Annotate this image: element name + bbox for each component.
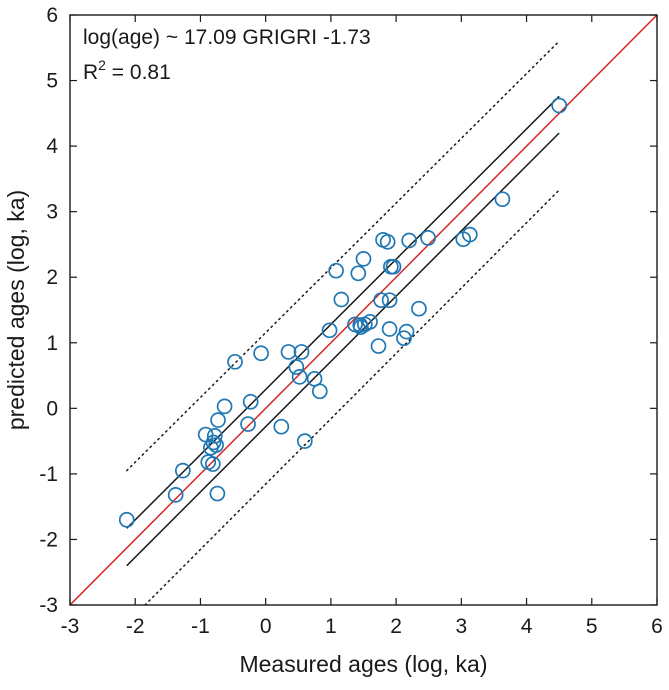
y-tick-label: -3 — [39, 594, 58, 617]
data-point — [205, 434, 222, 451]
r-squared-label: R2 = 0.81 — [83, 57, 171, 84]
regression-equation: log(age) ~ 17.09 GRIGRI -1.73 — [83, 26, 371, 49]
data-point — [401, 232, 418, 249]
data-point — [362, 313, 378, 330]
data-point — [385, 258, 402, 275]
r-squared-prefix: R — [83, 61, 98, 84]
data-point — [167, 487, 184, 503]
data-point — [216, 398, 233, 415]
y-axis-label: predicted ages (log, ka) — [3, 190, 29, 430]
data-point — [253, 345, 269, 362]
data-point — [420, 230, 436, 246]
data-point — [227, 353, 243, 370]
data-point — [461, 226, 478, 243]
identity-line — [70, 15, 657, 605]
r-squared-value: = 0.81 — [106, 61, 171, 84]
data-point — [311, 383, 328, 400]
data-point — [333, 291, 350, 308]
data-point — [353, 319, 369, 335]
y-tick-label: 2 — [46, 266, 58, 289]
x-tick-label: 0 — [260, 615, 272, 638]
data-point — [494, 191, 511, 208]
data-point — [204, 456, 221, 472]
x-tick-label: 5 — [586, 615, 598, 638]
data-point — [551, 97, 568, 114]
y-tick-label: 0 — [46, 397, 58, 420]
x-axis-label: Measured ages (log, ka) — [239, 651, 487, 677]
data-point — [273, 418, 290, 435]
data-point — [210, 412, 226, 428]
data-point — [411, 300, 427, 317]
data-point — [208, 437, 224, 453]
x-tick-label: -2 — [126, 615, 145, 638]
tick-layer: -3 -2 -1 0 1 2 3 4 5 6 -3 -2 -1 0 1 2 3 4 5 6 — [39, 4, 663, 638]
prediction-lower-line — [144, 189, 560, 605]
data-point — [373, 292, 389, 309]
y-tick-label: 1 — [46, 332, 58, 355]
y-tick-label: 3 — [46, 201, 58, 224]
data-point — [118, 511, 135, 528]
y-tick-label: 6 — [46, 4, 58, 27]
x-tick-label: 1 — [325, 615, 337, 638]
data-point — [396, 330, 412, 347]
confidence-lower-line — [126, 132, 560, 567]
y-tick-label: 4 — [46, 135, 58, 158]
x-tick-label: 2 — [390, 615, 402, 638]
data-point — [321, 322, 338, 339]
x-tick-label: 4 — [521, 615, 533, 638]
data-point — [280, 344, 297, 360]
data-point — [398, 323, 415, 340]
data-point — [291, 369, 308, 385]
plot-frame — [69, 14, 658, 606]
data-point — [242, 393, 259, 410]
plot-layer — [70, 15, 657, 605]
data-point — [174, 462, 191, 479]
x-tick-label: 3 — [455, 615, 467, 638]
data-point — [379, 233, 396, 250]
data-point — [355, 251, 372, 267]
y-tick-label: -2 — [39, 528, 58, 551]
data-point — [296, 433, 313, 449]
y-tick-label: -1 — [39, 463, 58, 486]
data-point — [381, 321, 398, 337]
r-squared-superscript: 2 — [98, 57, 106, 73]
data-point — [288, 359, 305, 375]
confidence-upper-line — [126, 95, 560, 529]
data-point — [350, 265, 367, 282]
x-tick-label: -3 — [61, 615, 80, 638]
prediction-upper-line — [125, 40, 560, 472]
x-tick-label: 6 — [651, 615, 663, 638]
data-point — [370, 338, 387, 354]
y-tick-label: 5 — [46, 70, 58, 93]
x-tick-label: -1 — [191, 615, 210, 638]
data-point — [209, 485, 226, 502]
data-point — [240, 416, 256, 432]
data-point — [381, 292, 398, 309]
data-point — [206, 428, 223, 444]
data-point — [293, 344, 310, 360]
data-point — [328, 262, 344, 279]
data-point — [197, 426, 214, 443]
